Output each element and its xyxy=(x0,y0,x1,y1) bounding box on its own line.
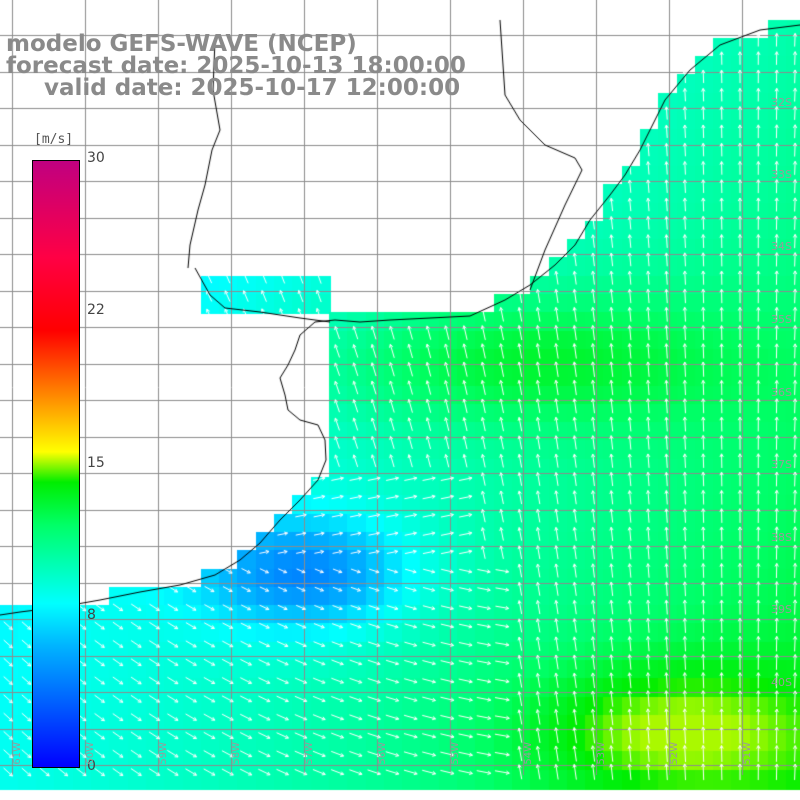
lat-label: 35S xyxy=(771,313,792,326)
lat-label: 36S xyxy=(771,386,792,399)
colorbar-tick-22: 22 xyxy=(87,302,105,318)
lon-label: 54W xyxy=(523,742,534,765)
lat-label: 39S xyxy=(771,603,792,616)
lon-label: 56W xyxy=(377,742,388,765)
lon-label: 60W xyxy=(85,742,96,765)
colorbar-tick-15: 15 xyxy=(87,455,105,471)
colorbar xyxy=(32,160,80,768)
forecast-date: forecast date: 2025-10-13 18:00:00 xyxy=(6,53,466,79)
colorbar-tick-0: 0 xyxy=(87,758,96,774)
valid-date: valid date: 2025-10-17 12:00:00 xyxy=(44,75,461,101)
lat-label: 34S xyxy=(771,240,792,253)
lat-label: 33S xyxy=(771,168,792,181)
lon-label: 57W xyxy=(304,742,315,765)
lon-label: 53W xyxy=(596,742,607,765)
lon-label: 59W xyxy=(158,742,169,765)
lat-label: 37S xyxy=(771,458,792,471)
model-title: modelo GEFS-WAVE (NCEP) xyxy=(6,31,357,57)
lon-label: 52W xyxy=(669,742,680,765)
lon-label: 51W xyxy=(742,742,753,765)
colorbar-unit: [m/s] xyxy=(34,132,74,147)
lat-label: 40S xyxy=(771,676,792,689)
colorbar-tick-8: 8 xyxy=(87,607,96,623)
colorbar-tick-30: 30 xyxy=(87,150,105,166)
lon-label: 55W xyxy=(450,742,461,765)
lon-label: 58W xyxy=(231,742,242,765)
lon-label: 61W xyxy=(12,742,23,765)
lat-label: 38S xyxy=(771,531,792,544)
lat-label: 32S xyxy=(771,96,792,109)
